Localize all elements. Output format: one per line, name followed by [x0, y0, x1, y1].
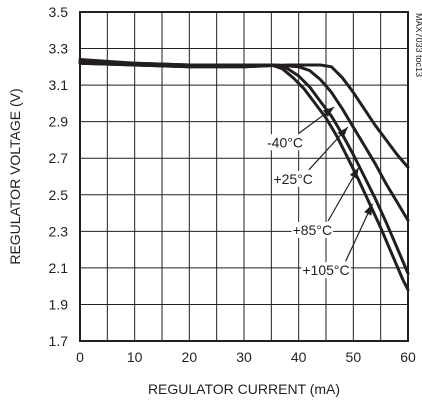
- y-axis-ticks: 1.7 1.9 2.1 2.3 2.5 2.7 2.9 3.1 3.3 3.5: [49, 4, 69, 349]
- annotation-label-background: [266, 134, 304, 151]
- x-tick-label: 60: [400, 349, 416, 365]
- y-axis-label: REGULATOR VOLTAGE (V): [7, 88, 23, 264]
- x-tick-label: 10: [127, 349, 143, 365]
- y-tick-label: 1.7: [49, 333, 69, 349]
- y-tick-label: 2.9: [49, 114, 69, 130]
- x-tick-label: 50: [346, 349, 362, 365]
- x-axis-ticks: 0 10 20 30 40 50 60: [76, 349, 416, 365]
- annotation-label-background: [272, 170, 314, 187]
- plot-frame: [79, 11, 409, 342]
- y-tick-label: 2.3: [49, 223, 69, 239]
- series-annotation-label: +25°C: [273, 171, 312, 187]
- y-tick-label: 3.5: [49, 4, 69, 20]
- annotation-label-background: [301, 262, 351, 279]
- y-tick-label: 2.1: [49, 260, 69, 276]
- y-tick-label: 2.5: [49, 187, 69, 203]
- y-tick-label: 3.3: [49, 41, 69, 57]
- annotation-arrowhead: [337, 127, 348, 138]
- x-axis-label: REGULATOR CURRENT (mA): [148, 381, 340, 397]
- series-annotation-label: +105°C: [302, 262, 349, 278]
- series-line-2: [78, 61, 410, 222]
- y-tick-label: 3.1: [49, 77, 69, 93]
- annotation-arrowhead: [349, 167, 359, 179]
- chart-watermark: MAX7033 toc13: [414, 13, 422, 77]
- annotation-label-background: [291, 221, 334, 238]
- annotation-arrowhead: [364, 203, 373, 216]
- series-annotation-label: +85°C: [293, 222, 332, 238]
- y-tick-label: 2.7: [49, 150, 69, 166]
- series-annotation-label: -40°C: [267, 134, 303, 150]
- x-tick-label: 30: [236, 349, 252, 365]
- annotations: -40°C +25°C +85°C +105°C: [266, 106, 374, 279]
- x-tick-label: 20: [182, 349, 198, 365]
- x-tick-label: 40: [291, 349, 307, 365]
- series-layer: [78, 58, 410, 292]
- x-tick-label: 0: [76, 349, 84, 365]
- series-line-4: [78, 58, 410, 292]
- annotation-arrowhead: [322, 107, 335, 117]
- y-tick-label: 1.9: [49, 296, 69, 312]
